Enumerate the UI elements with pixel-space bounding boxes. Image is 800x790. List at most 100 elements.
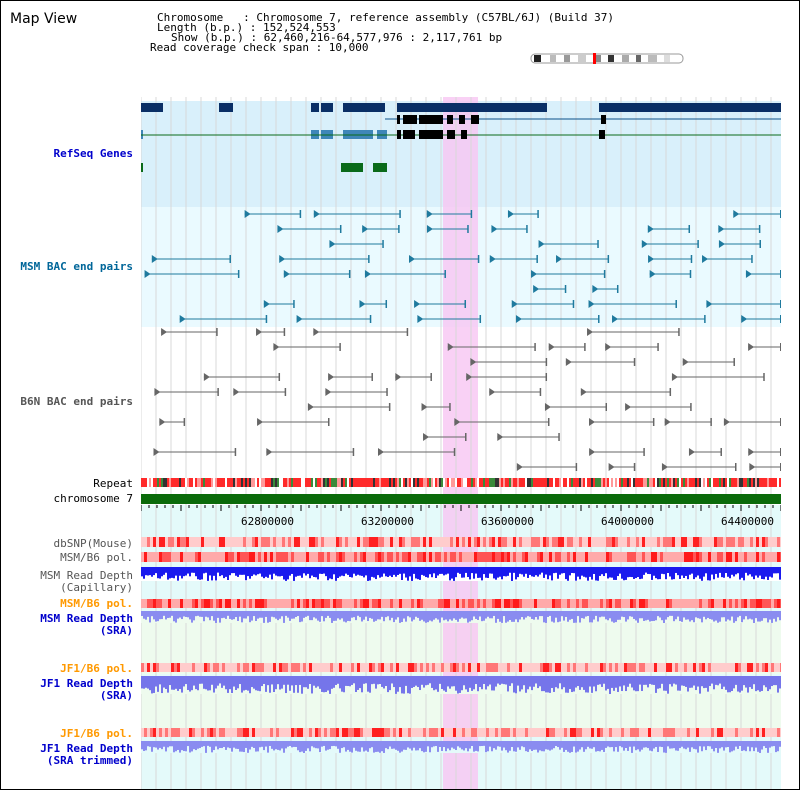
bac-end [691, 255, 693, 263]
bac-end [710, 418, 712, 426]
bac-end [617, 285, 619, 293]
bac-end [584, 343, 586, 351]
bac-end [546, 373, 548, 381]
bac-end [780, 300, 781, 308]
bac-end [670, 388, 672, 396]
bac-end [349, 270, 351, 278]
bac-end [368, 255, 370, 263]
bac-end [284, 328, 286, 336]
bac-end [229, 255, 231, 263]
gene-exon [397, 103, 547, 112]
ideogram-position-marker [593, 53, 596, 64]
chromosome-bar [141, 494, 781, 504]
gene-exon [419, 130, 443, 139]
axis-tick-label: 63600000 [481, 515, 534, 528]
bac-end [371, 373, 373, 381]
bac-end [534, 343, 536, 351]
bac-end [339, 343, 341, 351]
bac-end [467, 225, 469, 233]
gene-exon [459, 115, 465, 124]
gene-exon [311, 103, 319, 112]
bac-end [370, 315, 372, 323]
bac-end [382, 240, 384, 248]
bac-end [643, 448, 645, 456]
bac-end [478, 255, 480, 263]
bac-end [540, 388, 542, 396]
gene-exon [403, 115, 417, 124]
bac-end [558, 433, 560, 441]
bac-end [285, 388, 287, 396]
bac-end [184, 418, 186, 426]
bac-end [780, 210, 781, 218]
chromosome-track-label: chromosome 7 [54, 492, 133, 505]
bac-end [216, 328, 218, 336]
gene-exon [601, 115, 606, 124]
track-canvas[interactable] [141, 97, 781, 790]
bac-end [328, 418, 330, 426]
bac-end [444, 270, 446, 278]
bac-end [606, 403, 608, 411]
bac-end [565, 285, 567, 293]
gene-exon [397, 115, 400, 124]
refseq-genes-label[interactable]: RefSeq Genes [54, 147, 133, 160]
jf1-b6-pol-label: JF1/B6 pol. [60, 662, 133, 675]
gene-exon [461, 130, 467, 139]
bac-end [537, 210, 539, 218]
gene-exon [141, 163, 143, 172]
bac-end [634, 358, 636, 366]
gene-exon [321, 103, 333, 112]
bac-end [720, 448, 722, 456]
bac-end [398, 225, 400, 233]
gene-exon [419, 115, 443, 124]
b6n-bac-label[interactable]: B6N BAC end pairs [20, 395, 133, 408]
bac-end [576, 463, 578, 471]
jf1-b6-pol-trimmed-label: JF1/B6 pol. [60, 727, 133, 740]
gene-exon [341, 163, 363, 172]
gene-exon [373, 163, 387, 172]
bac-end [471, 210, 473, 218]
axis-tick-label: 64000000 [601, 515, 654, 528]
bac-end [340, 225, 342, 233]
bac-end [690, 270, 692, 278]
bac-end [675, 300, 677, 308]
bac-end [690, 403, 692, 411]
bac-end [386, 300, 388, 308]
bac-end [480, 315, 482, 323]
chromosome-ideogram[interactable] [530, 53, 686, 65]
bac-end [657, 343, 659, 351]
axis-tick-label: 62800000 [241, 515, 294, 528]
repeat-label: Repeat [93, 477, 133, 490]
gene-exon [447, 130, 455, 139]
bac-end [780, 270, 781, 278]
gene-exon [599, 103, 781, 112]
bac-end [780, 463, 781, 471]
bac-end [759, 240, 761, 248]
gene-exon [343, 103, 385, 112]
bac-end [697, 240, 699, 248]
bac-end [430, 373, 432, 381]
jf1-read-depth-sra-label-2: (SRA) [100, 689, 133, 702]
axis-tick-label: 63200000 [361, 515, 414, 528]
bac-end [678, 328, 680, 336]
bac-end [235, 448, 237, 456]
bac-end [780, 315, 781, 323]
bac-end [780, 448, 781, 456]
bac-end [526, 225, 528, 233]
page-title: Map View [10, 11, 77, 27]
bac-end [353, 448, 355, 456]
gene-exon [447, 115, 453, 124]
msm-b6-pol-label: MSM/B6 pol. [60, 551, 133, 564]
gene-exon [599, 130, 605, 139]
bac-end [763, 373, 765, 381]
bac-end [704, 315, 706, 323]
gene-exon [141, 103, 163, 112]
bac-end [604, 270, 606, 278]
msm-bac-label[interactable]: MSM BAC end pairs [20, 260, 133, 273]
genome-track-area[interactable]: 62800000 63200000 63600000 64000000 6440… [141, 97, 781, 790]
bac-end [407, 328, 409, 336]
bac-end [399, 210, 401, 218]
bac-end [546, 358, 548, 366]
msm-b6-pol-sra-label: MSM/B6 pol. [60, 597, 133, 610]
bac-end [759, 225, 761, 233]
